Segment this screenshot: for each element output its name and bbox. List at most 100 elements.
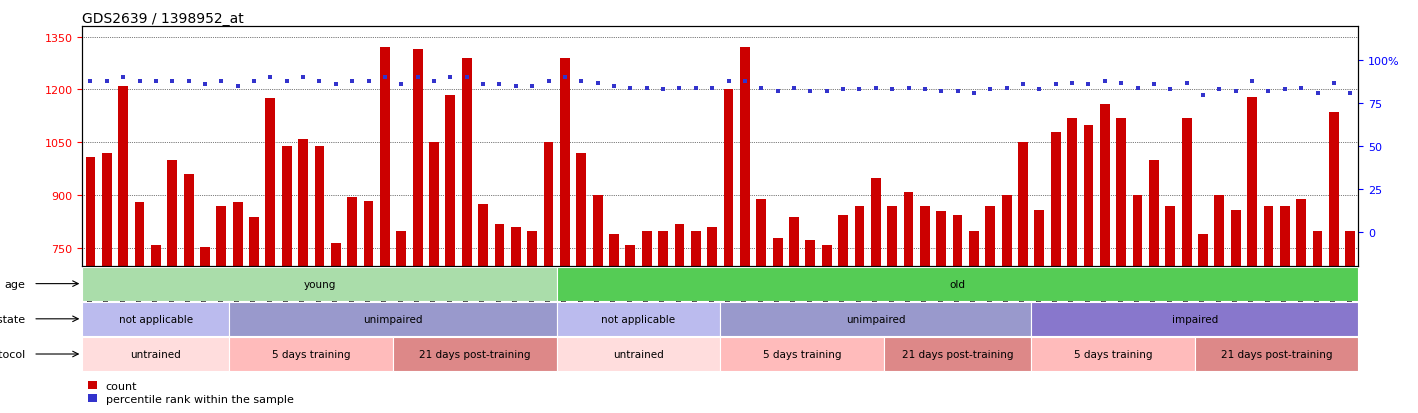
Bar bbox=[953, 215, 963, 266]
Bar bbox=[920, 206, 930, 266]
Bar bbox=[576, 154, 586, 266]
Bar bbox=[1296, 199, 1306, 266]
Bar bbox=[1181, 119, 1191, 266]
Bar bbox=[543, 143, 553, 266]
Bar bbox=[1195, 337, 1358, 371]
Point bbox=[733, 78, 756, 85]
Text: 5 days training: 5 days training bbox=[763, 349, 841, 359]
Text: GDS2639 / 1398952_at: GDS2639 / 1398952_at bbox=[82, 12, 244, 26]
Point bbox=[357, 78, 380, 85]
Point bbox=[832, 87, 855, 93]
Bar bbox=[82, 302, 230, 336]
Bar bbox=[495, 224, 505, 266]
Point bbox=[407, 75, 430, 81]
Point bbox=[1110, 80, 1133, 87]
Bar bbox=[936, 212, 946, 266]
Text: 5 days training: 5 days training bbox=[272, 349, 350, 359]
Bar bbox=[510, 228, 520, 266]
Bar bbox=[167, 161, 177, 266]
Bar bbox=[723, 90, 733, 266]
Bar bbox=[413, 50, 423, 266]
Point bbox=[505, 83, 527, 90]
Bar bbox=[1329, 113, 1339, 266]
Bar bbox=[773, 238, 783, 266]
Bar bbox=[1149, 161, 1159, 266]
Point bbox=[128, 78, 150, 85]
Bar bbox=[330, 244, 340, 266]
Text: 21 days post-training: 21 days post-training bbox=[902, 349, 1014, 359]
Bar bbox=[1198, 235, 1208, 266]
Point bbox=[700, 85, 723, 92]
Bar bbox=[478, 205, 488, 266]
Text: 21 days post-training: 21 days post-training bbox=[420, 349, 530, 359]
Bar bbox=[135, 203, 145, 266]
Bar bbox=[888, 206, 898, 266]
Point bbox=[145, 78, 167, 85]
Bar bbox=[82, 337, 230, 371]
Bar bbox=[1116, 119, 1126, 266]
Text: unimpaired: unimpaired bbox=[363, 314, 423, 324]
Point bbox=[815, 88, 838, 95]
Bar bbox=[1035, 210, 1044, 266]
Bar bbox=[265, 99, 275, 266]
Bar bbox=[85, 157, 95, 266]
Bar bbox=[1001, 196, 1011, 266]
Bar bbox=[903, 192, 913, 266]
Legend: count, percentile rank within the sample: count, percentile rank within the sample bbox=[88, 381, 294, 404]
Point bbox=[390, 82, 413, 88]
Point bbox=[292, 75, 315, 81]
Bar bbox=[610, 235, 618, 266]
Text: disease state: disease state bbox=[0, 314, 26, 324]
Bar bbox=[788, 217, 798, 266]
Bar bbox=[445, 95, 455, 266]
Point bbox=[1078, 82, 1100, 88]
Point bbox=[1339, 90, 1361, 97]
Point bbox=[520, 83, 543, 90]
Point bbox=[865, 85, 888, 92]
Point bbox=[1258, 88, 1280, 95]
Point bbox=[308, 78, 330, 85]
Point bbox=[210, 78, 233, 85]
Bar bbox=[1231, 210, 1241, 266]
Bar bbox=[217, 206, 227, 266]
Point bbox=[373, 75, 396, 81]
Bar bbox=[968, 231, 978, 266]
Bar bbox=[1018, 143, 1028, 266]
Point bbox=[1323, 80, 1346, 87]
Point bbox=[227, 83, 250, 90]
Bar bbox=[720, 302, 1031, 336]
Point bbox=[242, 78, 265, 85]
Bar bbox=[82, 267, 557, 301]
Point bbox=[160, 78, 183, 85]
Point bbox=[423, 78, 445, 85]
Bar bbox=[1263, 206, 1273, 266]
Point bbox=[79, 78, 102, 85]
Point bbox=[586, 80, 608, 87]
Point bbox=[963, 90, 986, 97]
Point bbox=[898, 85, 920, 92]
Point bbox=[685, 85, 708, 92]
Bar bbox=[397, 231, 406, 266]
Point bbox=[995, 85, 1018, 92]
Point bbox=[112, 75, 135, 81]
Bar bbox=[740, 48, 750, 266]
Bar bbox=[102, 154, 112, 266]
Point bbox=[718, 78, 740, 85]
Point bbox=[455, 75, 478, 81]
Bar bbox=[1133, 196, 1143, 266]
Point bbox=[1306, 90, 1329, 97]
Bar bbox=[822, 245, 831, 266]
Bar bbox=[658, 231, 668, 266]
Bar bbox=[233, 203, 242, 266]
Point bbox=[1143, 82, 1166, 88]
Text: untrained: untrained bbox=[130, 349, 182, 359]
Bar bbox=[298, 140, 308, 266]
Bar bbox=[527, 231, 537, 266]
Point bbox=[750, 85, 773, 92]
Point bbox=[1011, 82, 1034, 88]
Point bbox=[1176, 80, 1198, 87]
Point bbox=[1191, 92, 1214, 99]
Point bbox=[1061, 80, 1083, 87]
Bar bbox=[200, 247, 210, 266]
Bar bbox=[1068, 119, 1078, 266]
